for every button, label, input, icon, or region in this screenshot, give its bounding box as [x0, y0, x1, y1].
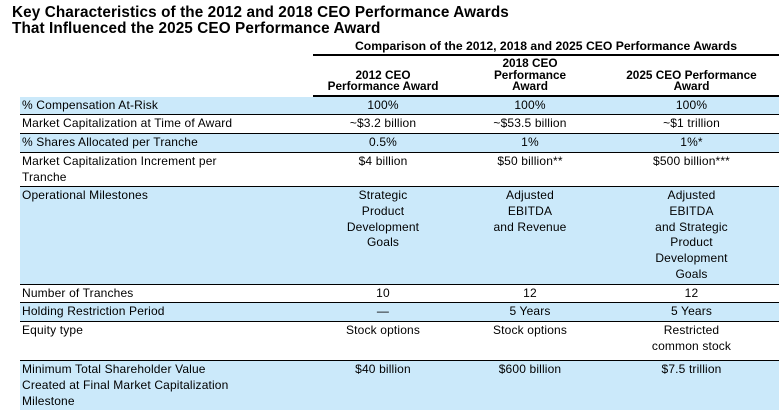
header-rule — [313, 94, 779, 97]
row-label: Equity type — [22, 322, 84, 337]
cell-2025: $7.5 trillion — [661, 362, 722, 377]
cell-2012: Stock options — [346, 322, 420, 337]
cell-2025: $500 billion*** — [653, 153, 730, 168]
column-header-2018-award: 2018 CEO Performance Award — [493, 56, 567, 94]
row-label: Market Capitalization Increment per Tran… — [22, 153, 217, 184]
table-row-operational-milestones: Operational Milestones Strategic Product… — [20, 187, 779, 285]
cell-2012: 0.5% — [369, 135, 397, 150]
table-row-holding-restriction: Holding Restriction Period — 5 Years 5 Y… — [20, 303, 779, 322]
cell-2018: Adjusted EBITDA and Revenue — [493, 188, 567, 234]
column-header-2025-award: 2025 CEO Performance Award — [626, 67, 757, 94]
row-label: Minimum Total Shareholder Value Created … — [22, 362, 229, 408]
cell-2012: — — [376, 304, 390, 319]
table-row-number-of-tranches: Number of Tranches 10 12 12 — [20, 285, 779, 304]
cell-2018: Stock options — [493, 322, 567, 337]
cell-2025: 100% — [675, 97, 708, 112]
cell-2025: 5 Years — [670, 304, 713, 319]
table-row-equity-type: Equity type Stock options Stock options … — [20, 322, 779, 362]
cell-2018: 5 Years — [509, 304, 551, 319]
cell-2018: $600 billion — [498, 362, 562, 377]
cell-2012: ~$3.2 billion — [349, 116, 417, 131]
cell-2025: Restricted common stock — [651, 322, 732, 353]
cell-2025: 1%* — [680, 135, 703, 150]
row-label: Number of Tranches — [22, 285, 134, 300]
page-title: Key Characteristics of the 2012 and 2018… — [12, 4, 509, 37]
table-caption: Comparison of the 2012, 2018 and 2025 CE… — [313, 40, 779, 56]
cell-2012: $4 billion — [358, 153, 408, 168]
table-row-market-cap-at-award: Market Capitalization at Time of Award ~… — [20, 115, 779, 135]
row-label: % Shares Allocated per Tranche — [22, 135, 198, 150]
cell-2012: 10 — [376, 285, 390, 300]
cell-2018: ~$53.5 billion — [493, 116, 567, 131]
row-label: Market Capitalization at Time of Award — [22, 116, 233, 131]
row-label: % Compensation At-Risk — [22, 97, 159, 112]
cell-2025: 12 — [684, 285, 699, 300]
document-page: Key Characteristics of the 2012 and 2018… — [0, 5, 781, 410]
table-header-row: 2012 CEO Performance Award 2018 CEO Perf… — [20, 56, 779, 95]
table-row-compensation-at-risk: % Compensation At-Risk 100% 100% 100% — [20, 96, 779, 116]
cell-2018: 12 — [523, 285, 537, 300]
cell-2025: Adjusted EBITDA and Strategic Product De… — [655, 188, 728, 281]
row-label: Operational Milestones — [22, 188, 149, 203]
table-row-min-shareholder-value: Minimum Total Shareholder Value Created … — [20, 361, 779, 410]
cell-2012: Strategic Product Development Goals — [346, 188, 420, 250]
cell-2018: 100% — [514, 97, 546, 112]
table-row-shares-per-tranche: % Shares Allocated per Tranche 0.5% 1% 1… — [20, 134, 779, 153]
cell-2018: 1% — [521, 135, 539, 150]
cell-2025: ~$1 trillion — [663, 116, 720, 131]
header-spacer — [20, 93, 310, 95]
cell-2012: 100% — [367, 97, 399, 112]
table-row-market-cap-increment: Market Capitalization Increment per Tran… — [20, 153, 779, 188]
cell-2012: $40 billion — [355, 362, 411, 377]
column-header-2012-award: 2012 CEO Performance Award — [327, 67, 439, 94]
cell-2018: $50 billion** — [497, 153, 563, 168]
row-label: Holding Restriction Period — [22, 304, 165, 319]
comparison-table: Comparison of the 2012, 2018 and 2025 CE… — [20, 40, 779, 410]
